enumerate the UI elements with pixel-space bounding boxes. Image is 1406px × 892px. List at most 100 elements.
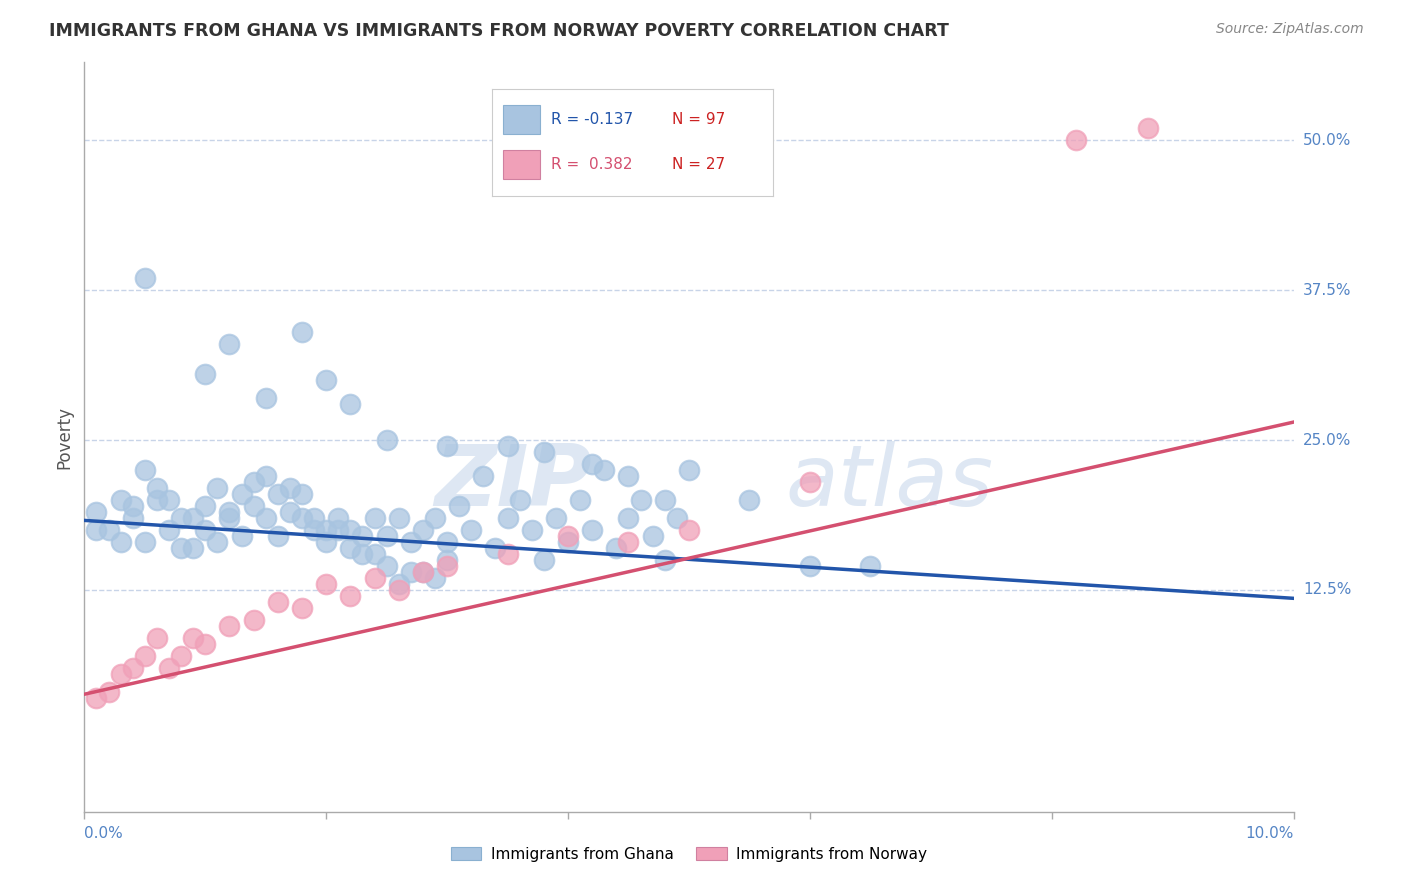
Point [352,529,374,543]
Point [496,439,519,453]
Point [97,523,120,537]
Point [328,523,350,537]
Point [86,690,108,705]
Point [630,493,652,508]
Point [520,523,543,537]
Bar [503,105,540,134]
Text: R = -0.137: R = -0.137 [551,112,633,128]
Point [157,523,180,537]
Point [278,481,301,495]
Point [654,553,676,567]
Point [581,457,603,471]
Point [181,511,204,525]
Point [134,535,156,549]
Point [399,535,422,549]
Point [134,271,156,285]
Point [146,631,169,645]
Point [339,589,361,603]
Point [121,499,143,513]
Point [557,535,579,549]
Point [654,493,676,508]
Text: ZIP: ZIP [434,441,592,524]
Text: 50.0%: 50.0% [1303,133,1351,148]
Point [412,523,434,537]
Point [242,613,264,627]
Point [267,595,290,609]
Point [254,469,277,483]
Point [339,397,361,411]
Point [170,541,193,555]
Text: 25.0%: 25.0% [1303,433,1351,448]
Point [86,505,108,519]
Point [231,487,253,501]
Point [799,558,821,573]
Point [449,499,471,513]
Point [315,535,337,549]
Point [207,535,229,549]
Point [423,571,446,585]
Point [218,337,240,351]
Point [859,558,882,573]
Point [569,493,592,508]
Point [170,648,193,663]
Point [496,547,519,561]
Point [291,325,314,339]
Point [134,648,156,663]
Point [423,511,446,525]
Point [581,523,603,537]
Point [617,469,640,483]
Point [665,511,688,525]
Bar [503,150,540,179]
Point [533,553,555,567]
Point [97,685,120,699]
Point [194,367,217,381]
Point [399,565,422,579]
Point [496,511,519,525]
Point [617,535,640,549]
Point [436,439,458,453]
Y-axis label: Poverty: Poverty [55,406,73,468]
Point [315,577,337,591]
Point [484,541,506,555]
Point [254,511,277,525]
Point [315,373,337,387]
Point [194,499,217,513]
Point [110,666,132,681]
Point [799,475,821,489]
Point [242,499,264,513]
Text: N = 97: N = 97 [672,112,725,128]
Point [436,553,458,567]
Point [388,577,411,591]
Point [291,601,314,615]
Point [302,511,325,525]
Point [472,469,495,483]
Point [375,529,398,543]
Point [678,523,700,537]
Text: Source: ZipAtlas.com: Source: ZipAtlas.com [1216,22,1364,37]
Text: 12.5%: 12.5% [1303,582,1351,598]
Point [157,661,180,675]
Point [291,487,314,501]
Text: 0.0%: 0.0% [84,826,124,841]
Text: 37.5%: 37.5% [1303,283,1351,298]
Text: 10.0%: 10.0% [1246,826,1294,841]
Point [1064,133,1087,147]
Point [605,541,627,555]
Point [218,511,240,525]
Point [86,523,108,537]
Point [121,661,143,675]
Point [1137,121,1160,136]
Point [641,529,664,543]
Point [218,505,240,519]
Point [194,523,217,537]
Point [388,511,411,525]
Point [267,529,290,543]
Point [242,475,264,489]
Text: N = 27: N = 27 [672,157,725,172]
Point [593,463,616,477]
Point [412,565,434,579]
Point [218,619,240,633]
Point [157,493,180,508]
Point [181,631,204,645]
Point [363,571,385,585]
